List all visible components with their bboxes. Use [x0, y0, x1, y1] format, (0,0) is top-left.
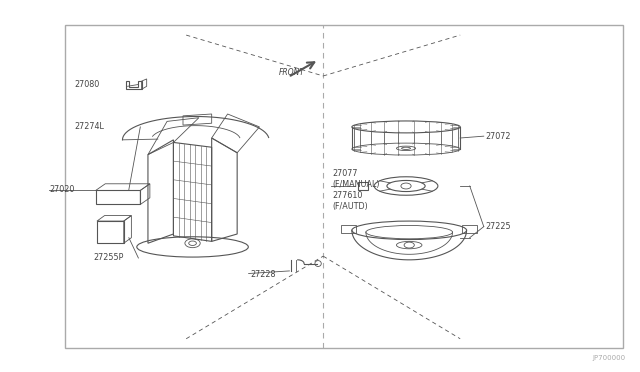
Text: 27225: 27225: [486, 222, 511, 231]
Text: 27274L: 27274L: [75, 122, 104, 131]
Text: FRONT: FRONT: [278, 68, 305, 77]
Bar: [462, 225, 477, 232]
Text: 27077
(F/MANUAL)
277610
(F/AUTD): 27077 (F/MANUAL) 277610 (F/AUTD): [333, 169, 380, 211]
Text: 27020: 27020: [49, 185, 74, 194]
Bar: [341, 225, 356, 232]
Text: 27255P: 27255P: [94, 253, 124, 263]
Text: 27228: 27228: [250, 270, 275, 279]
Text: 27072: 27072: [486, 132, 511, 141]
Bar: [65, 25, 623, 349]
Text: JP700000: JP700000: [593, 355, 626, 361]
Text: 27080: 27080: [75, 80, 100, 89]
